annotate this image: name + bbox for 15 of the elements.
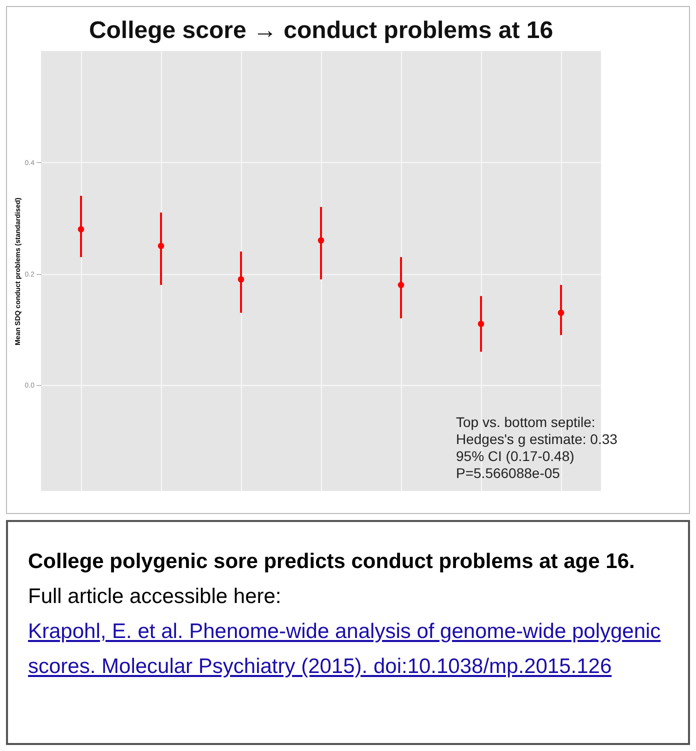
text: College polygenic sore predicts conduct problems at age 16.: [28, 550, 635, 573]
annotation: 95% CI (0.17-0.48): [456, 448, 574, 464]
point: [558, 310, 564, 316]
point: [318, 237, 324, 244]
annotation: Top vs. bottom septile:: [456, 414, 596, 430]
text: Full article accessible here:: [28, 585, 282, 608]
point: [78, 226, 84, 232]
point: [398, 282, 404, 288]
point: [478, 320, 484, 328]
point: [158, 242, 164, 250]
annotation: P=5.566088e-05: [456, 465, 560, 481]
chart-title: College score → conduct problems at 16: [88, 17, 554, 44]
point: [238, 276, 244, 283]
annotation: Hedges's g estimate: 0.33: [456, 431, 618, 447]
text: Krapohl, E. et al. Phenome-wide analysis of genome-wide polygenic scores. Molecular Psychiatry (2015). doi:10.1038/mp.2015.126: [28, 620, 661, 678]
